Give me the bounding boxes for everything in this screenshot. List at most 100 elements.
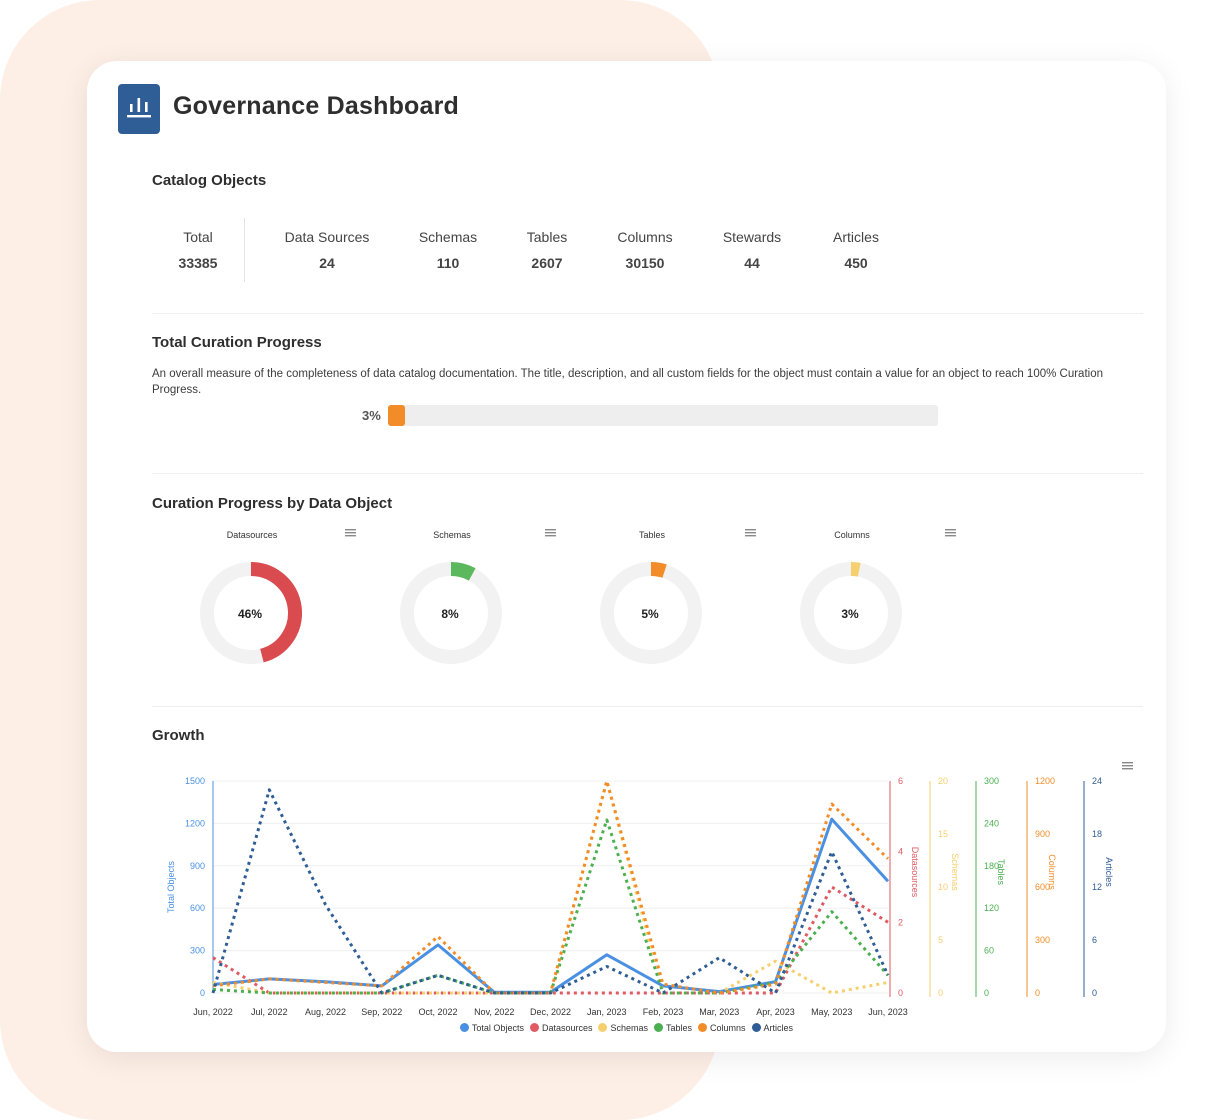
y-tick-label: 0 [200,988,205,998]
y-tick-label: 600 [1035,882,1050,892]
donut-arc [650,562,667,578]
legend-marker [459,1023,469,1032]
bar-chart-icon [127,98,151,118]
y-tick-label: 900 [190,861,205,871]
stat-data-sources: Data Sources 24 [267,229,387,271]
x-tick-label: Oct, 2022 [418,1007,457,1017]
y-tick-label: 2 [898,917,903,927]
stat-value: 2607 [531,255,563,271]
legend-label: Schemas [610,1023,649,1033]
legend-label: Total Objects [471,1023,524,1033]
y-tick-label: 300 [190,946,205,956]
y-tick-label: 24 [1092,776,1102,786]
series-line [212,779,889,995]
y-tick-label: 0 [1092,988,1097,998]
hamburger-menu-icon[interactable] [345,528,357,538]
legend-marker [654,1023,664,1032]
y-axis-title: Total Objects [166,860,176,913]
chart-legend: Total Objects Datasources Schemas Tables Col… [87,1023,1166,1033]
x-tick-label: Feb, 2023 [643,1007,684,1017]
hamburger-menu-icon[interactable] [745,528,757,538]
curation-description: An overall measure of the completeness o… [152,368,1103,396]
section-divider [152,313,1143,314]
donut-label: Datasources [226,530,278,540]
legend-label: Articles [763,1023,794,1033]
progress-bar-fill [388,405,405,426]
stat-label: Articles [833,229,879,245]
stat-label: Total [183,229,213,245]
y-axis-title: Articles [1104,857,1114,887]
stat-value: 33385 [178,255,218,271]
legend-marker [698,1023,708,1032]
y-tick-label: 0 [984,988,989,998]
donut-label: Schemas [433,530,471,540]
y-tick-label: 900 [1035,829,1050,839]
series-line [212,779,890,995]
y-tick-label: 300 [1035,935,1050,945]
y-axis-title: Datasources [910,847,920,898]
hamburger-menu-icon[interactable] [1122,761,1134,771]
y-tick-label: 5 [938,935,943,945]
donut-ring [200,562,302,664]
y-tick-label: 15 [938,829,948,839]
x-tick-label: Mar, 2023 [699,1007,739,1017]
y-tick-label: 600 [190,903,205,913]
app-logo [118,84,160,134]
x-tick-label: Dec, 2022 [530,1007,571,1017]
stat-divider [244,218,245,282]
y-tick-label: 240 [984,818,999,828]
legend-item[interactable]: Total Objects [459,1023,524,1033]
stat-columns: Columns 30150 [585,229,705,271]
stat-value: 110 [436,255,460,271]
stat-label: Stewards [722,229,782,245]
catalog-objects-heading: Catalog Objects [152,172,267,189]
y-tick-label: 20 [938,776,948,786]
donut-value: 5% [641,607,659,621]
y-tick-label: 0 [1035,988,1040,998]
hamburger-menu-icon[interactable] [545,528,557,538]
stat-tables: Tables 2607 [487,229,607,271]
stat-articles: Articles 450 [796,229,916,271]
legend-item[interactable]: Articles [751,1023,794,1033]
donut-datasources: Datasources 46% [187,526,387,676]
legend-label: Tables [666,1023,693,1033]
stat-value: 44 [744,255,760,271]
donut-tables: Tables 5% [587,526,787,676]
stat-total: Total 33385 [138,229,258,271]
donut-schemas: Schemas 8% [387,526,587,676]
stat-value: 450 [844,255,868,271]
hamburger-menu-icon[interactable] [945,528,957,538]
growth-heading: Growth [152,727,205,744]
stat-label: Tables [526,229,568,245]
page-title: Governance Dashboard [173,92,460,120]
donut-arc [450,562,476,581]
legend-item[interactable]: Columns [698,1023,746,1033]
progress-percent-label: 3% [362,408,381,423]
y-tick-label: 1200 [1035,776,1055,786]
x-tick-label: Apr, 2023 [756,1007,795,1017]
curation-progress-bar [388,405,938,426]
stat-label: Columns [617,229,673,245]
y-tick-label: 300 [984,776,999,786]
y-tick-label: 12 [1092,882,1102,892]
curation-by-object-heading: Curation Progress by Data Object [152,495,393,512]
y-tick-label: 120 [984,903,999,913]
x-tick-label: Aug, 2022 [305,1007,346,1017]
legend-item[interactable]: Schemas [598,1023,648,1033]
x-tick-label: Jan, 2023 [587,1007,627,1017]
stat-value: 24 [319,255,335,271]
y-axis-title: Schemas [950,853,960,891]
donut-arc [250,562,302,663]
donut-ring [800,562,902,664]
donut-value: 8% [441,607,459,621]
donut-label: Tables [638,530,665,540]
stat-label: Schemas [418,229,478,245]
legend-item[interactable]: Datasources [529,1023,592,1033]
stat-stewards: Stewards 44 [692,229,812,271]
donut-columns: Columns 3% [787,526,987,676]
legend-item[interactable]: Tables [654,1023,692,1033]
x-tick-label: Nov, 2022 [474,1007,514,1017]
donut-arc [850,562,861,577]
y-tick-label: 1200 [185,818,205,828]
